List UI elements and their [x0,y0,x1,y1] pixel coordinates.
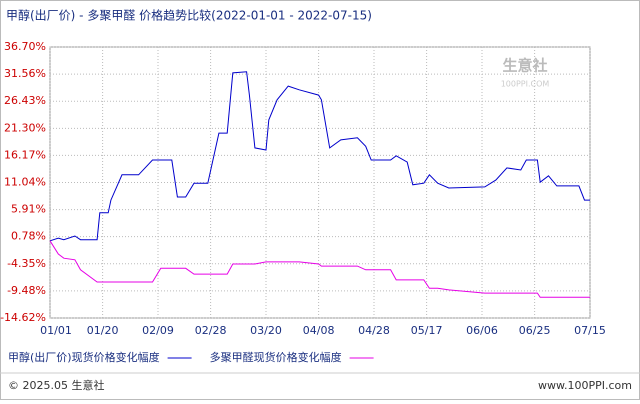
watermark: 生意社 [502,57,547,75]
x-tick-label: 06/25 [519,324,551,337]
x-tick-label: 01/01 [40,324,72,337]
x-tick-label: 02/28 [195,324,227,337]
x-tick-label: 06/06 [466,324,498,337]
legend-label: 多聚甲醛现货价格变化幅度 [210,350,342,364]
x-tick-label: 07/15 [574,324,606,337]
y-tick-label: -4.35% [7,257,46,270]
y-tick-label: 16.17% [4,148,46,161]
y-tick-label: 11.04% [4,176,46,189]
x-tick-label: 04/28 [358,324,390,337]
y-tick-label: 5.91% [11,203,46,216]
y-tick-label: -14.62% [0,311,46,324]
series-line [49,71,590,242]
y-tick-label: 26.43% [4,94,46,107]
y-tick-label: -9.48% [7,284,46,297]
y-tick-label: 31.56% [4,67,46,80]
footer-left: © 2025.05 生意社 [8,378,104,392]
x-tick-label: 01/20 [87,324,119,337]
x-tick-label: 05/17 [411,324,443,337]
series-line [49,240,590,298]
x-tick-label: 03/20 [250,324,282,337]
x-tick-label: 02/09 [142,324,174,337]
y-tick-label: 21.30% [4,121,46,134]
legend-label: 甲醇(出厂价)现货价格变化幅度 [8,350,160,364]
x-tick-label: 04/08 [303,324,335,337]
chart-title: 甲醇(出厂价) - 多聚甲醛 价格趋势比较(2022-01-01 - 2022-… [6,8,372,23]
y-tick-label: 36.70% [4,40,46,53]
y-tick-label: 0.78% [11,230,46,243]
watermark-sub: 100PPI.COM [501,80,550,89]
footer-right: www.100PPI.com [538,379,632,392]
